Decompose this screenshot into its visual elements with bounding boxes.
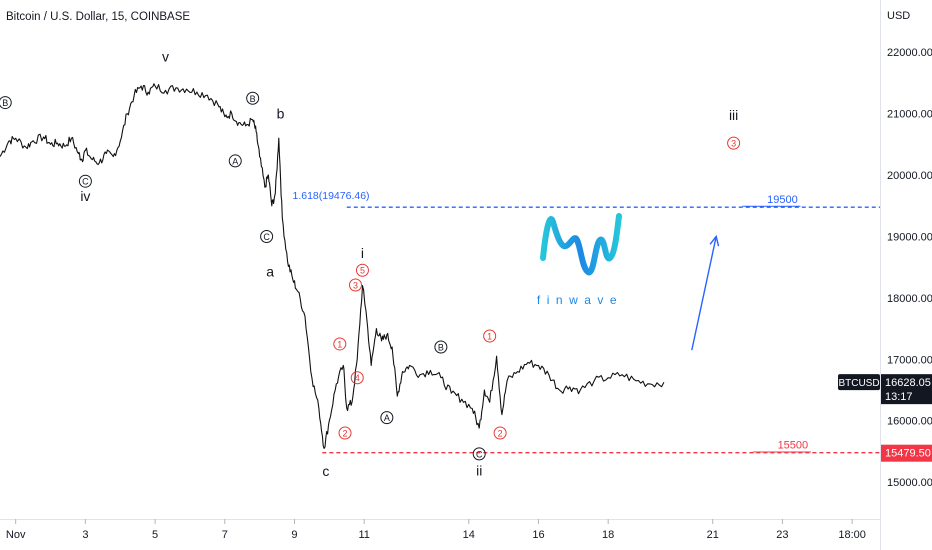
finwave-logo: finwave: [537, 213, 623, 307]
target-arrow: [691, 234, 720, 351]
impulse-wave-label: 2: [343, 429, 348, 439]
corrective-wave-circle: [0, 96, 12, 110]
y-tick-label: 18000.00: [887, 293, 932, 305]
price-line: [0, 83, 665, 449]
y-tick-label: 17000.00: [887, 354, 932, 366]
x-tick-label: 18:00: [838, 529, 866, 541]
currency-label: USD: [887, 10, 910, 22]
impulse-wave-circle: [338, 426, 352, 440]
arrow-head: [709, 234, 720, 247]
price-axis[interactable]: 22000.00 21000.00 20000.00 19000.00 18000.00…: [887, 47, 932, 489]
last-price-badge: [881, 374, 932, 405]
impulse-wave-label: 1: [487, 331, 492, 341]
x-tick-label: 5: [152, 529, 158, 541]
finwave-wave-icon: [540, 213, 622, 276]
impulse-wave-circle: [348, 278, 362, 292]
impulse-wave-label: 4: [355, 373, 360, 383]
corrective-wave-label: A: [384, 413, 390, 423]
corrective-wave-circle: [246, 91, 260, 105]
levels-layer: 1.618(19476.46) 19500 15500: [292, 190, 880, 454]
x-tick-label: 18: [602, 529, 614, 541]
y-tick-label: 19000.00: [887, 231, 932, 243]
wave-label: i: [361, 245, 364, 261]
wave-label: iv: [80, 188, 90, 204]
y-tick-label: 22000.00: [887, 47, 932, 59]
fib-level-label: 1.618(19476.46): [292, 190, 369, 202]
corrective-wave-label: A: [232, 156, 238, 166]
corrective-wave-circle: [472, 447, 486, 461]
x-tick-label: 21: [707, 529, 719, 541]
wave-label: iii: [729, 107, 738, 123]
x-tick-label: 3: [82, 529, 88, 541]
corrective-wave-circle: [78, 174, 92, 188]
corrective-wave-circle: [260, 229, 274, 243]
chart-title: Bitcoin / U.S. Dollar, 15, COINBASE: [6, 11, 190, 23]
y-tick-label: 15000.00: [887, 477, 932, 489]
corrective-wave-circle: [434, 340, 448, 354]
impulse-wave-label: 5: [360, 266, 365, 276]
impulse-wave-circle: [493, 426, 507, 440]
x-tick-label: 9: [291, 529, 297, 541]
price-badges: BTCUSD 16628.05 13:17 15479.50: [838, 374, 932, 462]
x-tick-label: 7: [222, 529, 228, 541]
symbol-badge-text: BTCUSD: [838, 378, 879, 389]
x-tick-label: Nov: [6, 529, 26, 541]
y-tick-label: 21000.00: [887, 109, 932, 121]
corrective-wave-label: B: [438, 343, 444, 353]
impulse-wave-circle: [355, 263, 369, 277]
x-tick-label: 23: [776, 529, 788, 541]
finwave-logo-text: finwave: [537, 293, 623, 307]
impulse-wave-label: 1: [337, 339, 342, 349]
corrective-wave-label: C: [82, 177, 89, 187]
y-tick-label: 16000.00: [887, 416, 932, 428]
countdown-text: 13:17: [885, 391, 913, 403]
corrective-wave-circle: [228, 154, 242, 168]
corrective-wave-label: C: [263, 232, 270, 242]
impulse-wave-label: 3: [353, 280, 358, 290]
low-level-badge-text: 15479.50: [885, 448, 931, 460]
price-series-layer: [0, 83, 665, 449]
corrective-wave-circle: [380, 411, 394, 425]
y-tick-label: 20000.00: [887, 170, 932, 182]
low-level-badge: [881, 444, 932, 462]
impulse-wave-label: 2: [498, 429, 503, 439]
corrective-wave-label: B: [2, 98, 8, 108]
corrective-wave-label: C: [476, 449, 483, 459]
x-tick-label: 14: [463, 529, 475, 541]
x-tick-label: 11: [358, 529, 369, 541]
wave-label: ii: [476, 462, 482, 478]
arrow-shaft: [691, 236, 717, 351]
last-price-text: 16628.05: [885, 377, 931, 389]
symbol-badge: [838, 374, 880, 391]
target-label: 19500: [767, 194, 798, 206]
wave-label: c: [322, 463, 329, 479]
x-tick-label: 16: [532, 529, 544, 541]
impulse-wave-circle: [333, 337, 347, 351]
impulse-wave-circle: [350, 371, 364, 385]
wave-label: b: [277, 106, 285, 122]
impulse-wave-label: 3: [731, 139, 736, 149]
corrective-wave-label: B: [250, 94, 256, 104]
impulse-wave-circle: [483, 329, 497, 343]
wave-label: v: [162, 48, 169, 64]
time-axis[interactable]: Nov 3 5 7 9 11 14 16 18 21 23 18:00: [6, 519, 866, 541]
wave-label: a: [266, 263, 274, 279]
impulse-wave-circle: [727, 136, 741, 150]
target-label: 15500: [778, 439, 809, 451]
